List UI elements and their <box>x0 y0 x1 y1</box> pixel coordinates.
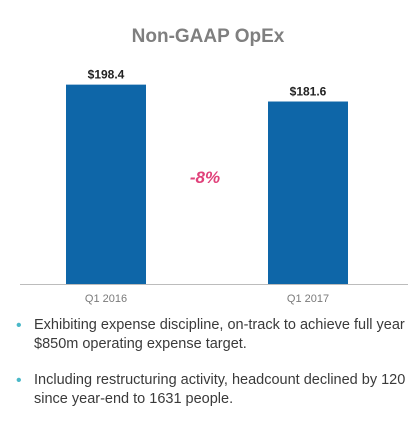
tick-label-q1-2016: Q1 2016 <box>85 293 127 305</box>
bullet-list: • Exhibiting expense discipline, on-trac… <box>12 316 408 426</box>
tick-label-q1-2017: Q1 2017 <box>287 293 329 305</box>
change-annotation: -8% <box>190 168 220 187</box>
bullet-text: Exhibiting expense discipline, on-track … <box>34 317 405 352</box>
bullet-dot-icon: • <box>16 317 22 334</box>
value-label-q1-2017: $181.6 <box>290 85 327 99</box>
bullet-item: • Including restructuring activity, head… <box>12 371 408 409</box>
bullet-text: Including restructuring activity, headco… <box>34 372 406 407</box>
bullet-item: • Exhibiting expense discipline, on-trac… <box>12 316 408 354</box>
bar-q1-2017 <box>268 101 348 284</box>
bar-q1-2016 <box>66 84 146 284</box>
value-label-q1-2016: $198.4 <box>88 68 125 82</box>
chart-title: Non-GAAP OpEx <box>131 26 285 47</box>
bullet-dot-icon: • <box>16 372 22 389</box>
bar-chart: $198.4 $181.6 Q1 2016 Q1 2017 -8% <box>20 68 408 305</box>
